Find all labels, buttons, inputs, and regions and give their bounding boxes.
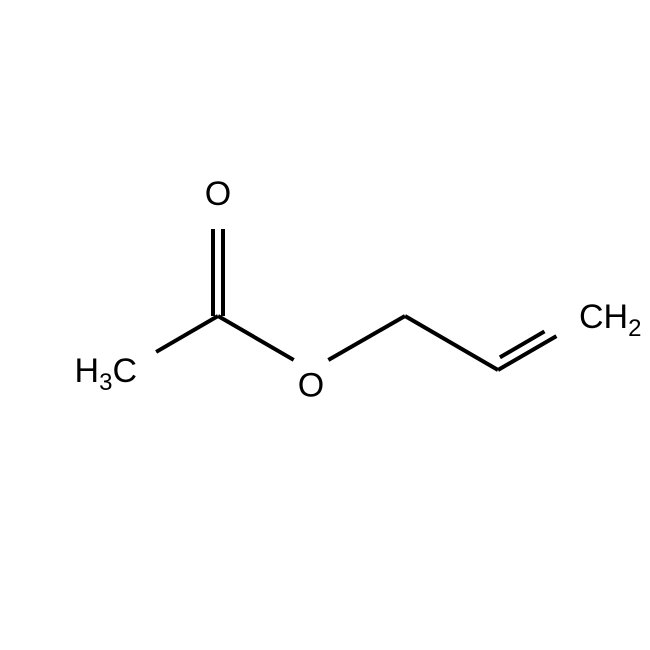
bond [218, 316, 294, 360]
chemical-structure: H3C O O CH2 [0, 0, 650, 650]
atom-label: CH2 [579, 298, 641, 342]
atom-label: H3C [75, 352, 137, 396]
bond [328, 316, 405, 360]
atom-label: O [205, 175, 231, 213]
bond [500, 331, 545, 357]
bond [405, 316, 498, 370]
bond [156, 316, 218, 352]
atom-label: O [298, 367, 324, 405]
